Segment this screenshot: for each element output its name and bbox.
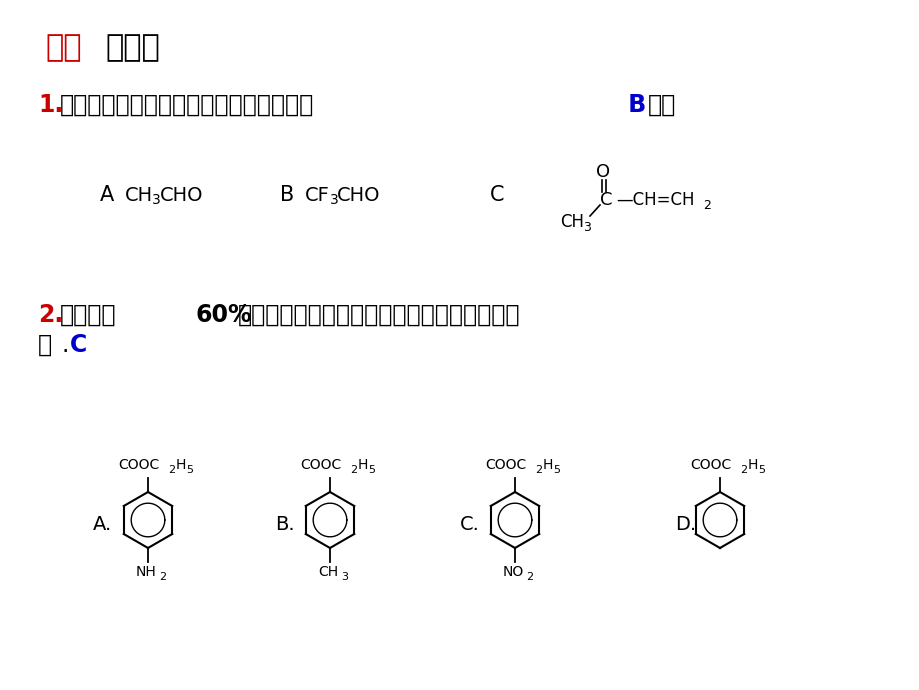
Text: —CH=CH: —CH=CH [616, 191, 694, 209]
Text: 3: 3 [152, 193, 161, 207]
Text: ）: ） [38, 333, 52, 357]
Text: 下列酯在: 下列酯在 [60, 303, 117, 327]
Text: CHO: CHO [160, 186, 203, 204]
Text: B: B [279, 185, 294, 205]
Text: C: C [490, 185, 504, 205]
Text: ）。: ）。 [647, 93, 675, 117]
Text: CF: CF [305, 186, 330, 204]
Text: A: A [100, 185, 114, 205]
Text: 5: 5 [757, 465, 765, 475]
Text: CH: CH [318, 565, 338, 579]
Text: 下列羰基化合物亲核加成活性最大的是（: 下列羰基化合物亲核加成活性最大的是（ [60, 93, 314, 117]
Text: 1.: 1. [38, 93, 63, 117]
Text: 3: 3 [330, 193, 338, 207]
Text: D.: D. [675, 515, 696, 535]
Text: H: H [176, 458, 187, 472]
Text: C: C [599, 191, 612, 209]
Text: 3: 3 [583, 221, 590, 233]
Text: COOC: COOC [118, 458, 159, 472]
Text: 2: 2 [702, 199, 710, 212]
Text: CHO: CHO [336, 186, 380, 204]
Text: B.: B. [275, 515, 294, 535]
Text: H: H [747, 458, 757, 472]
Text: H: H [357, 458, 368, 472]
Text: 5: 5 [368, 465, 375, 475]
Text: C: C [70, 333, 87, 357]
Text: COOC: COOC [689, 458, 731, 472]
Text: H: H [542, 458, 552, 472]
Text: 2: 2 [739, 465, 746, 475]
Text: COOC: COOC [484, 458, 526, 472]
Text: A.: A. [93, 515, 112, 535]
Text: NH: NH [136, 565, 156, 579]
Text: .: . [62, 333, 69, 357]
Text: 5: 5 [552, 465, 560, 475]
Text: 60%: 60% [196, 303, 253, 327]
Text: 2: 2 [349, 465, 357, 475]
Text: O: O [596, 163, 609, 181]
Text: CH: CH [560, 213, 584, 231]
Text: 2: 2 [535, 465, 541, 475]
Text: COOC: COOC [300, 458, 341, 472]
Text: 5: 5 [186, 465, 193, 475]
Text: B: B [619, 93, 653, 117]
Text: CH: CH [125, 186, 153, 204]
Text: 3: 3 [341, 572, 347, 582]
Text: 2: 2 [526, 572, 532, 582]
Text: NO: NO [503, 565, 524, 579]
Text: 2: 2 [168, 465, 175, 475]
Text: 二、: 二、 [45, 34, 82, 63]
Text: C.: C. [460, 515, 480, 535]
Text: 丙酮水溶液中进行碱性水解时速度最快的是（: 丙酮水溶液中进行碱性水解时速度最快的是（ [238, 303, 520, 327]
Text: 选择题: 选择题 [105, 34, 160, 63]
Text: 2.: 2. [38, 303, 63, 327]
Text: 2: 2 [159, 572, 166, 582]
